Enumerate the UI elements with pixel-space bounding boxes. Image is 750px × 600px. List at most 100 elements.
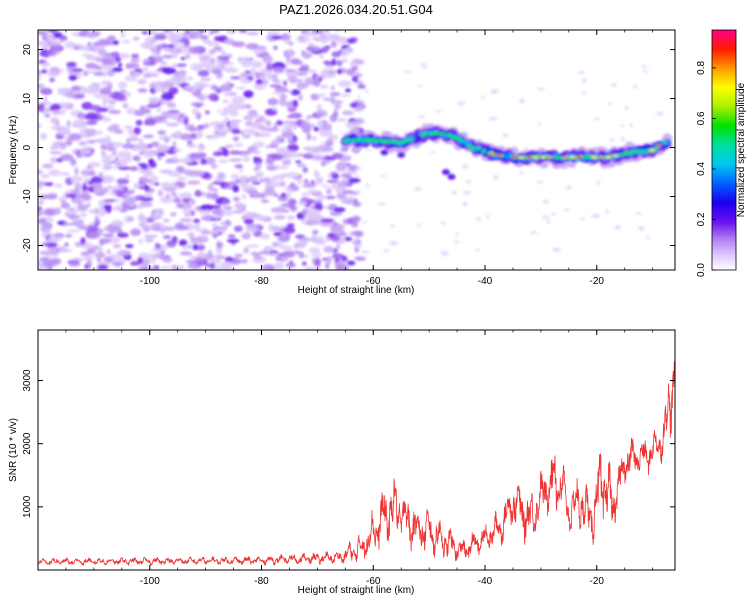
spectrogram-noise-blob	[66, 65, 75, 72]
spectrogram-noise-blob	[88, 104, 102, 111]
spectrogram-noise-blob	[319, 129, 333, 137]
spectrogram-noise-blob	[129, 166, 138, 171]
spectrogram-noise-blob	[228, 92, 237, 96]
spectrogram-noise-blob	[284, 124, 293, 129]
spectrogram-noise-blob	[238, 179, 248, 188]
colorbar-gradient	[711, 29, 737, 271]
spectrogram-faint-blob	[581, 91, 586, 95]
spectrogram-noise-blob	[99, 238, 104, 246]
spectrogram-noise-blob	[332, 253, 345, 260]
spectrogram-noise-blob	[148, 97, 160, 105]
spectrogram-faint-blob	[645, 236, 651, 239]
spectrogram-noise-blob	[296, 163, 306, 168]
spectrogram-noise-blob	[160, 181, 170, 190]
spectrogram-noise-blob	[112, 166, 119, 170]
spectrogram-noise-blob	[226, 80, 231, 85]
spectrogram-noise-blob	[38, 83, 45, 89]
spectrogram-noise-blob	[324, 30, 330, 33]
spectrogram-faint-blob	[451, 190, 458, 195]
spectrogram-noise-blob	[355, 80, 364, 85]
colorbar-label: Normalized spectral amplitude	[736, 82, 747, 217]
spectrogram-noise-blob	[303, 167, 308, 173]
spectrogram-noise-blob	[272, 241, 278, 247]
spectrogram-faint-blob	[421, 66, 428, 69]
spectrogram-noise-blob	[304, 266, 316, 270]
spectrogram-noise-blob	[250, 251, 260, 256]
spectrogram-noise-blob	[190, 31, 204, 39]
spectrogram-noise-blob	[76, 68, 84, 72]
spectrogram-noise-blob	[44, 209, 54, 216]
spectrogram-faint-blob	[552, 247, 561, 253]
spectrogram-noise-blob	[239, 72, 254, 78]
spectrogram-faint-blob	[434, 110, 443, 113]
spectrogram-noise-blob	[50, 248, 59, 257]
spectrogram-noise-blob	[330, 41, 337, 48]
spectrogram-noise-blob	[357, 84, 366, 89]
spectrogram-noise-blob	[220, 261, 234, 268]
spectrogram-noise-blob	[102, 163, 109, 171]
signal-trace-blob	[471, 146, 476, 151]
spectrogram-noise-blob	[311, 253, 322, 257]
spectrogram-noise-blob	[255, 72, 262, 79]
spectrogram-noise-blob	[327, 137, 333, 145]
spectrogram-noise-blob	[236, 86, 246, 90]
spectrogram-noise-blob	[231, 129, 242, 134]
colorbar-tick-label: 0.2	[696, 212, 707, 226]
spectrogram-noise-blob	[324, 262, 330, 270]
spectrogram-noise-blob	[314, 258, 321, 267]
spectrogram-faint-blob	[566, 185, 572, 190]
signal-peak-blob	[569, 156, 575, 159]
spectrogram-noise-blob	[141, 43, 155, 50]
spectrogram-noise-blob	[221, 199, 231, 205]
spectrogram-noise-blob	[178, 192, 193, 199]
spectrogram-noise-blob	[195, 235, 209, 243]
spectrogram-noise-blob	[156, 144, 170, 152]
spectrogram-noise-blob	[41, 69, 48, 74]
spectrogram-noise-blob	[173, 185, 179, 190]
spectrogram-noise-blob	[311, 154, 324, 161]
spectrogram-faint-blob	[611, 83, 617, 87]
spectrogram-noise-blob	[217, 172, 226, 180]
spectrogram-noise-blob	[301, 196, 309, 202]
spectrogram-noise-blob	[312, 192, 321, 197]
spectrogram-noise-blob	[86, 225, 99, 233]
spectrogram-noise-blob	[286, 144, 299, 152]
spectrogram-noise-blob	[168, 86, 179, 95]
spectrogram-noise-blob	[187, 244, 193, 249]
spectrogram-noise-blob	[167, 187, 176, 193]
colorbar: 0.0 0.2 0.4 0.6 0.8 Normalized spectral ampl…	[696, 29, 747, 277]
spectrogram-faint-blob	[632, 84, 638, 89]
spectrogram-noise-blob	[130, 228, 142, 237]
spectrogram-noise-blob	[85, 70, 98, 74]
signal-peak-blob	[526, 156, 532, 159]
spectrogram-noise-blob	[272, 174, 286, 181]
spectrogram-noise-blob	[87, 161, 101, 168]
spectrogram-noise-blob	[188, 127, 197, 132]
spectrogram-noise-blob	[276, 120, 283, 125]
spectrogram-noise-blob	[273, 232, 282, 236]
spectrogram-noise-blob	[325, 195, 336, 200]
spectrogram-noise-blob	[38, 218, 47, 225]
spectrogram-noise-blob	[40, 224, 52, 233]
spectrogram-faint-blob	[536, 180, 545, 184]
spectrogram-noise-blob	[267, 31, 281, 36]
spectrogram-noise-blob	[216, 241, 224, 249]
spectrogram-noise-blob	[257, 131, 271, 138]
spectrogram-noise-blob	[101, 151, 106, 156]
spectrogram-faint-blob	[481, 95, 486, 99]
spectrogram-noise-blob	[45, 242, 58, 248]
spectrogram-noise-blob	[273, 80, 282, 85]
spectrogram-noise-blob	[66, 210, 79, 216]
spectrogram-noise-blob	[234, 253, 243, 258]
spectrogram-noise-blob	[296, 119, 302, 126]
spectrogram-noise-blob	[281, 159, 292, 166]
spectrogram-noise-blob	[171, 264, 179, 270]
spectrogram-noise-blob	[337, 69, 342, 75]
spectrogram-noise-blob	[66, 215, 81, 219]
spectrogram-noise-blob	[183, 33, 189, 38]
spectrogram-faint-blob	[378, 202, 386, 206]
spectrogram-noise-blob	[271, 138, 278, 147]
spectrogram-noise-blob	[138, 201, 153, 208]
spectrogram-noise-blob	[251, 61, 263, 69]
spectrogram-faint-blob	[610, 138, 615, 142]
